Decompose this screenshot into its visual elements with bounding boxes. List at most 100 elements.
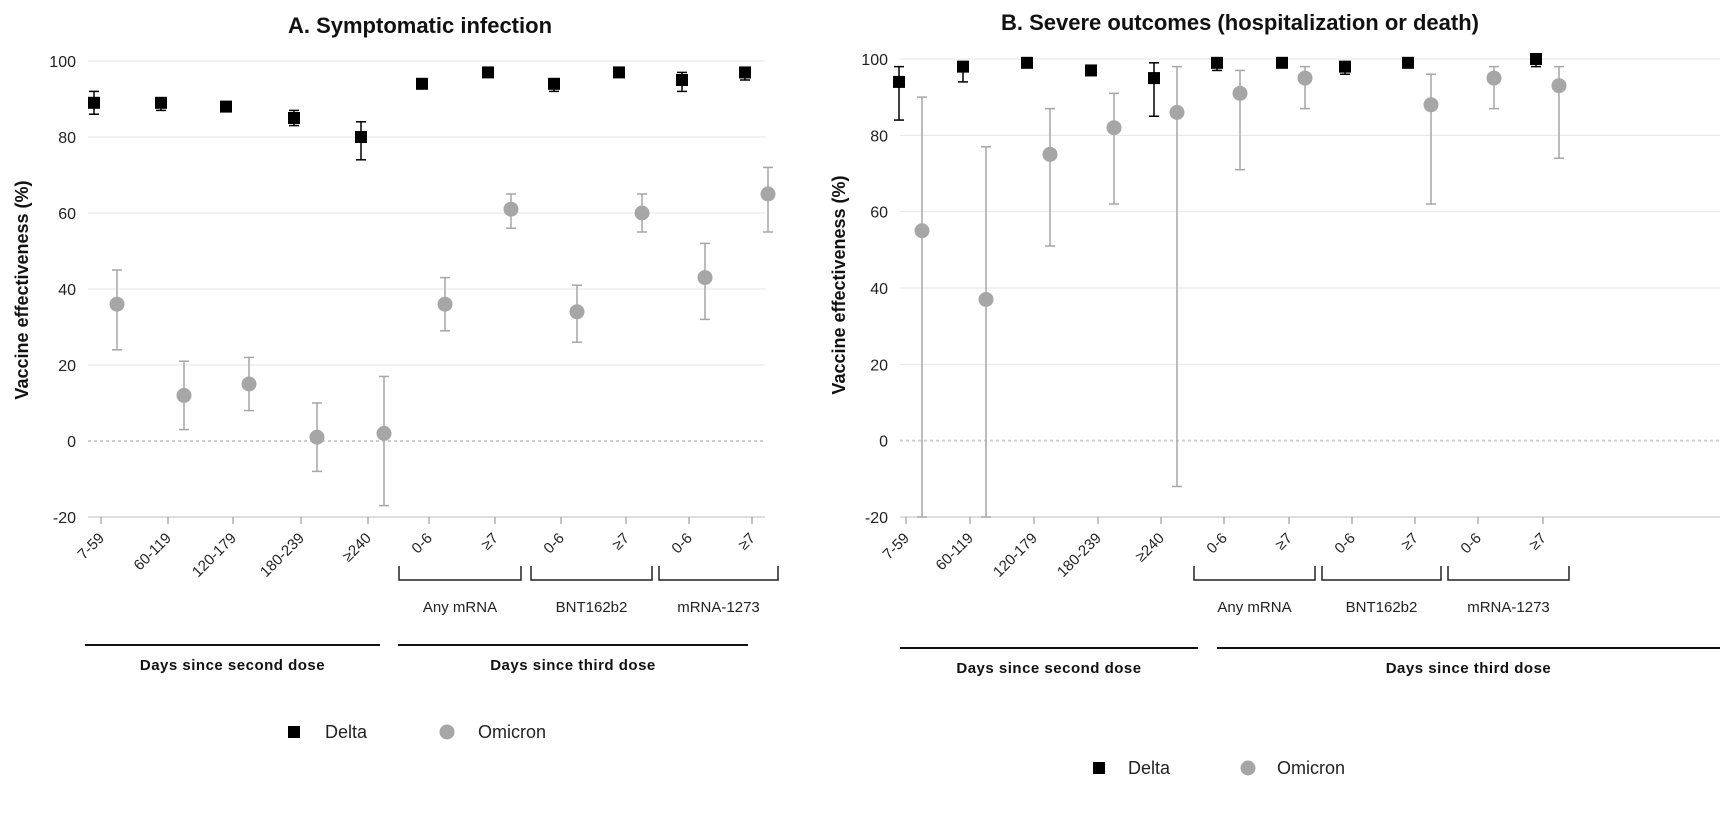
point-omicron	[1423, 97, 1439, 113]
point-omicron	[634, 205, 650, 221]
chart-panel-a: A. Symptomatic infection Vaccine effecti…	[12, 13, 779, 742]
gridlines	[88, 60, 765, 442]
section-label-second-dose: Days since second dose	[140, 657, 325, 674]
point-omicron	[176, 387, 192, 403]
x-tick-label: 180-239	[1054, 530, 1105, 581]
point-delta	[957, 60, 969, 73]
x-tick-label: ≥7	[1526, 530, 1550, 554]
group-bracket	[1193, 566, 1316, 581]
data-points	[88, 66, 776, 445]
chart-panel-b: B. Severe outcomes (hospitalization or d…	[829, 10, 1720, 778]
y-tick-label: -20	[865, 510, 888, 527]
x-tick-label: 0-6	[408, 530, 435, 557]
x-tick-label: 0-6	[668, 530, 695, 557]
group-label-mrna-1273: mRNA-1273	[1467, 599, 1550, 616]
legend: Delta Omicron	[288, 722, 546, 742]
legend-label-delta: Delta	[325, 722, 368, 742]
point-omicron	[1486, 70, 1502, 86]
y-axis-label: Vaccine effectiveness (%)	[12, 180, 32, 399]
y-axis-label: Vaccine effectiveness (%)	[829, 175, 849, 394]
point-delta	[1339, 60, 1351, 73]
point-omicron	[437, 296, 453, 312]
point-omicron	[1169, 104, 1185, 120]
dose-sections: Days since second dose Days since third …	[85, 644, 748, 674]
data-points	[893, 53, 1567, 307]
legend-label-delta: Delta	[1128, 758, 1171, 778]
point-delta	[893, 75, 905, 88]
y-tick-label: 0	[67, 434, 76, 451]
point-omicron	[1297, 70, 1313, 86]
point-delta	[1402, 56, 1414, 69]
y-tick-label: 60	[870, 205, 888, 222]
chart-title: A. Symptomatic infection	[288, 13, 552, 38]
x-tick-label: 7-59	[75, 530, 108, 563]
x-tick-label: 7-59	[880, 530, 913, 563]
section-label-second-dose: Days since second dose	[956, 660, 1141, 677]
group-bracket	[658, 566, 779, 581]
point-delta	[88, 96, 100, 109]
y-tick-label: 0	[879, 434, 888, 451]
group-label-any-mrna: Any mRNA	[423, 599, 497, 616]
point-delta	[482, 66, 494, 79]
y-tick-label: 80	[870, 128, 888, 145]
section-label-third-dose: Days since third dose	[1386, 660, 1552, 677]
point-omicron	[309, 429, 325, 445]
gridlines	[900, 58, 1720, 442]
x-tick-label: 180-239	[257, 530, 308, 581]
point-omicron	[569, 304, 585, 320]
x-tick-label: 0-6	[1457, 530, 1484, 557]
y-tick-label: 100	[861, 52, 888, 69]
point-omicron	[241, 376, 257, 392]
group-label-mrna-1273: mRNA-1273	[677, 599, 760, 616]
point-delta	[1148, 72, 1160, 85]
x-tick-label: ≥7	[1272, 530, 1296, 554]
group-bracket	[1321, 566, 1442, 581]
point-delta	[1530, 53, 1542, 65]
group-bracket	[1447, 566, 1570, 581]
x-tick-label: 60-119	[131, 530, 175, 574]
y-tick-label: 40	[58, 282, 76, 299]
x-tick-label: 0-6	[540, 530, 567, 557]
x-tick-label: ≥7	[1398, 530, 1422, 554]
y-ticks: -20 0 20 40 60 80 100	[861, 52, 888, 527]
point-omicron	[109, 296, 125, 312]
point-delta	[739, 66, 751, 79]
x-tick-label: 0-6	[1331, 530, 1358, 557]
point-delta	[1085, 64, 1097, 77]
x-tick-label: ≥240	[1132, 530, 1168, 566]
point-delta	[355, 131, 367, 143]
x-tick-label: 120-179	[189, 530, 240, 581]
group-label-bnt162b2: BNT162b2	[556, 599, 628, 616]
point-omicron	[760, 186, 776, 202]
group-label-bnt162b2: BNT162b2	[1346, 599, 1418, 616]
y-tick-label: 40	[870, 281, 888, 298]
group-bracket	[530, 566, 653, 581]
point-omicron	[1042, 146, 1058, 162]
x-tick-label: ≥7	[735, 530, 759, 554]
section-label-third-dose: Days since third dose	[490, 657, 656, 674]
y-tick-label: -20	[53, 510, 76, 527]
point-omicron	[503, 201, 519, 217]
point-delta	[1276, 56, 1288, 69]
legend-marker-omicron	[1240, 760, 1256, 776]
y-tick-label: 100	[49, 54, 76, 71]
x-tick-label: ≥7	[478, 530, 502, 554]
y-ticks: -20 0 20 40 60 80 100	[49, 54, 76, 527]
x-tick-labels: 7-59 60-119 120-179 180-239 ≥240 0-6 ≥7 0-6 ≥7 0-…	[75, 530, 759, 581]
x-tick-label: 120-179	[990, 530, 1041, 581]
x-tick-label: ≥7	[609, 530, 633, 554]
point-delta	[220, 100, 232, 113]
x-tick-labels: 7-59 60-119 120-179 180-239 ≥240 0-6 ≥7 0-6 ≥7 0-…	[880, 530, 1550, 581]
y-tick-label: 60	[58, 206, 76, 223]
legend-marker-delta	[1093, 762, 1105, 774]
point-omicron	[978, 291, 994, 307]
dose-sections: Days since second dose Days since third …	[900, 647, 1720, 677]
chart-title: B. Severe outcomes (hospitalization or d…	[1001, 10, 1479, 35]
legend-marker-delta	[288, 726, 300, 738]
point-delta	[416, 77, 428, 90]
point-delta	[155, 96, 167, 109]
point-omicron	[914, 223, 930, 239]
point-omicron	[1106, 120, 1122, 136]
group-label-any-mrna: Any mRNA	[1217, 599, 1291, 616]
